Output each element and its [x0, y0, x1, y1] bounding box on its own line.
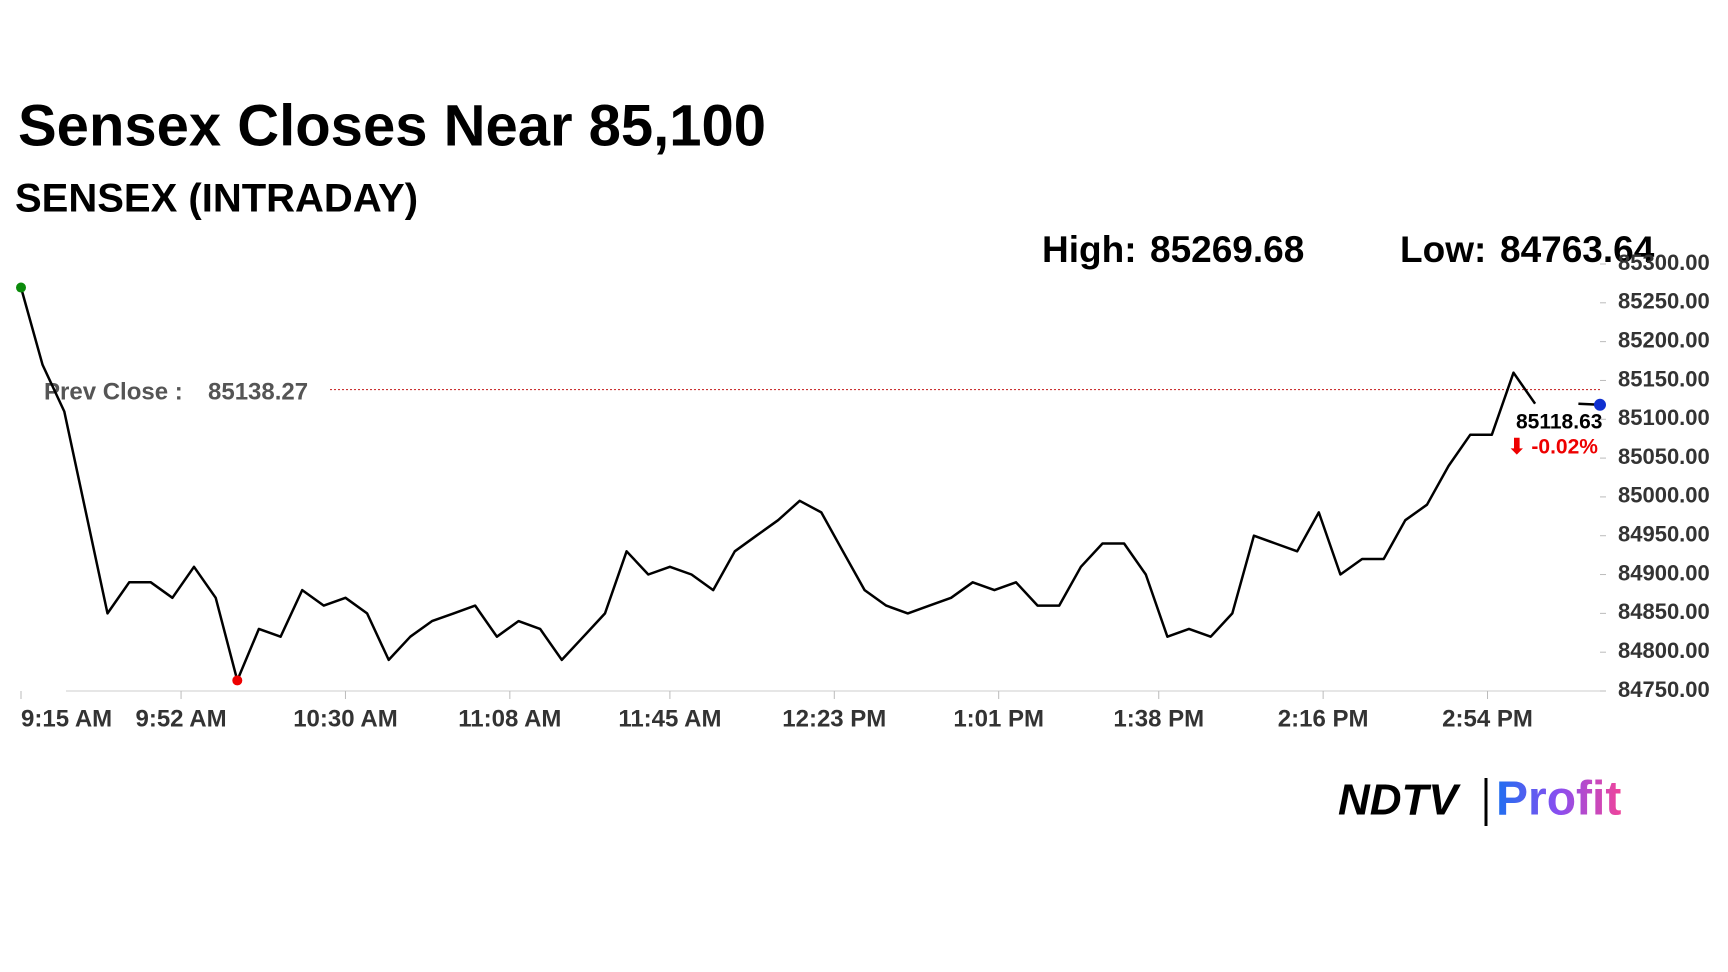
last-dot [1594, 398, 1606, 411]
brand-ndtv: NDTV [1338, 776, 1461, 825]
x-tick-label: 11:08 AM [458, 705, 561, 732]
change-label: ⬇ -0.02% [1508, 436, 1598, 459]
prev-close-label: Prev Close : [44, 378, 183, 405]
chart-subtitle: SENSEX (INTRADAY) [15, 177, 418, 221]
y-tick-label: 85100.00 [1618, 405, 1710, 430]
x-tick-label: 2:16 PM [1278, 705, 1369, 732]
low-label: Low: [1400, 229, 1486, 270]
x-tick-label: 9:15 AM [21, 705, 112, 732]
x-tick-label: 2:54 PM [1442, 705, 1533, 732]
y-tick-label: 85250.00 [1618, 289, 1710, 314]
high-dot [16, 282, 26, 293]
prev-close-value: 85138.27 [208, 378, 308, 405]
price-line [19, 287, 1601, 682]
y-tick-label: 84800.00 [1618, 638, 1710, 663]
x-tick-label: 11:45 AM [618, 705, 721, 732]
low-value: 84763.64 [1500, 229, 1655, 270]
y-tick-label: 85300.00 [1618, 250, 1710, 275]
last-value: 85118.63 [1516, 411, 1602, 434]
y-tick-label: 84900.00 [1618, 560, 1710, 585]
chart-title: Sensex Closes Near 85,100 [18, 93, 766, 158]
x-tick-label: 9:52 AM [135, 705, 226, 732]
brand-profit: Profit [1496, 773, 1621, 826]
x-tick-label: 12:23 PM [782, 705, 886, 732]
y-tick-label: 85150.00 [1618, 366, 1710, 391]
x-tick-label: 1:38 PM [1113, 705, 1204, 732]
y-tick-label: 84850.00 [1618, 599, 1710, 624]
y-tick-label: 85050.00 [1618, 444, 1710, 469]
y-tick-label: 84950.00 [1618, 522, 1710, 547]
high-value: 85269.68 [1150, 229, 1304, 270]
y-tick-label: 84750.00 [1618, 677, 1710, 702]
x-tick-label: 1:01 PM [953, 705, 1044, 732]
y-tick-label: 85000.00 [1618, 483, 1710, 508]
low-dot [232, 675, 243, 686]
high-label: High: [1042, 229, 1137, 270]
y-tick-label: 85200.00 [1618, 327, 1710, 352]
x-tick-label: 10:30 AM [293, 705, 397, 732]
